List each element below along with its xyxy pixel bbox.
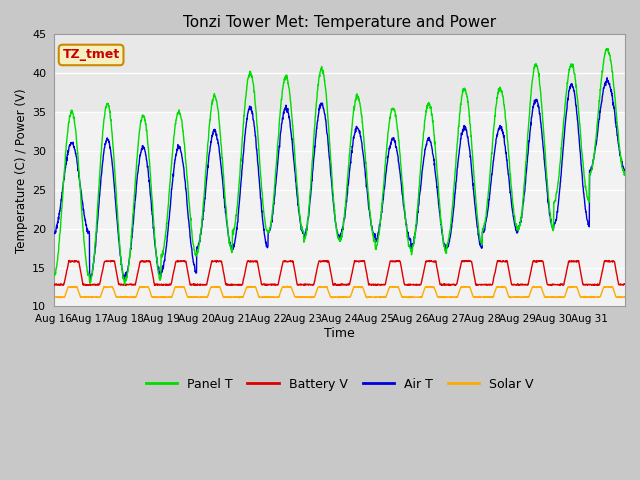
Air T (621, 168, 629, 173)
Battery V (621, 281, 629, 287)
Line: Panel T: Panel T (54, 48, 625, 284)
Solar V (614, 294, 621, 300)
Panel T (603, 46, 611, 51)
Air T (86, 278, 93, 284)
Battery V (512, 282, 520, 288)
Line: Air T: Air T (54, 78, 625, 281)
Text: TZ_tmet: TZ_tmet (63, 48, 120, 61)
Solar V (512, 294, 520, 300)
Battery V (108, 259, 115, 264)
Solar V (621, 294, 629, 300)
Air T (604, 75, 611, 81)
Panel T (621, 171, 629, 177)
Panel T (230, 225, 238, 230)
Solar V (284, 283, 291, 289)
Panel T (544, 186, 552, 192)
Air T (512, 227, 520, 232)
Air T (614, 133, 621, 139)
Bar (54, 34, 625, 306)
Air T (108, 153, 115, 158)
Air T (50, 231, 58, 237)
Title: Tonzi Tower Met: Temperature and Power: Tonzi Tower Met: Temperature and Power (183, 15, 496, 30)
Battery V (65, 258, 73, 264)
Solar V (50, 294, 58, 300)
Battery V (50, 282, 58, 288)
Battery V (544, 282, 552, 288)
Air T (230, 241, 238, 247)
Battery V (614, 274, 621, 280)
Battery V (548, 283, 556, 288)
Panel T (374, 236, 382, 242)
Panel T (50, 270, 58, 276)
Battery V (230, 282, 238, 288)
Panel T (512, 221, 520, 227)
Bar (54, 34, 625, 112)
Line: Battery V: Battery V (54, 261, 625, 286)
Solar V (374, 294, 382, 300)
Line: Solar V: Solar V (54, 286, 625, 298)
Solar V (544, 294, 552, 300)
Panel T (614, 122, 621, 128)
X-axis label: Time: Time (324, 327, 355, 340)
Solar V (230, 295, 238, 300)
Solar V (236, 295, 243, 301)
Air T (374, 230, 382, 236)
Y-axis label: Temperature (C) / Power (V): Temperature (C) / Power (V) (15, 88, 28, 252)
Air T (544, 199, 552, 204)
Panel T (107, 117, 115, 122)
Solar V (107, 284, 115, 289)
Battery V (374, 281, 382, 287)
Panel T (121, 281, 129, 287)
Legend: Panel T, Battery V, Air T, Solar V: Panel T, Battery V, Air T, Solar V (141, 372, 538, 396)
